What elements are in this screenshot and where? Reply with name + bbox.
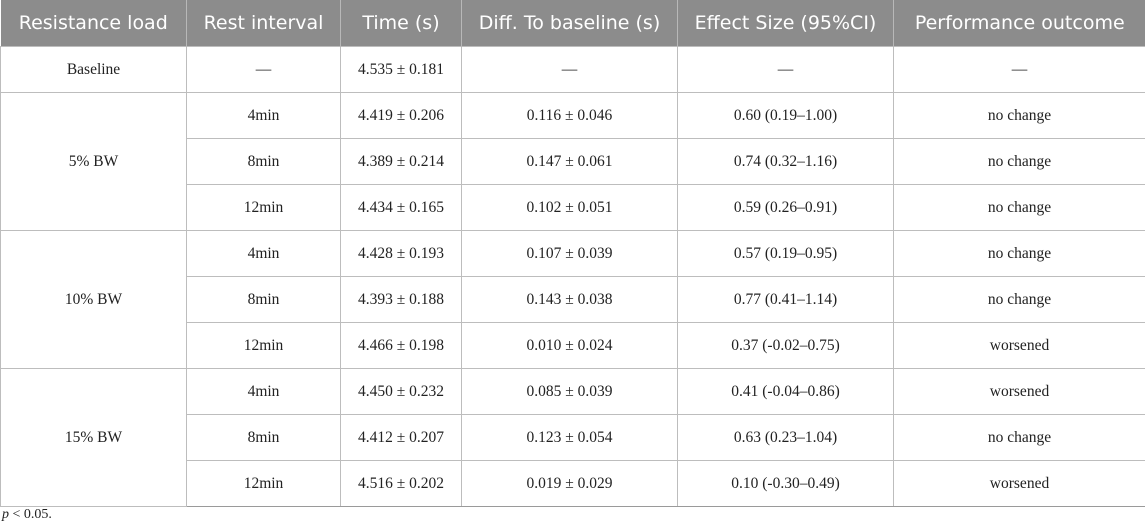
cell-diff: 0.085 ± 0.039: [461, 368, 678, 415]
header-resistance-load: Resistance load: [0, 0, 187, 47]
table-row: 8min 4.389 ± 0.214 0.147 ± 0.061 0.74 (0…: [1, 138, 1145, 185]
cell-diff: 0.147 ± 0.061: [461, 138, 678, 185]
cell-outcome: no change: [893, 184, 1145, 231]
cell-outcome: no change: [893, 230, 1145, 277]
cell-time: 4.535 ± 0.181: [340, 46, 462, 93]
cell-diff: —: [461, 46, 678, 93]
table-row: 12min 4.434 ± 0.165 0.102 ± 0.051 0.59 (…: [1, 184, 1145, 231]
cell-time: 4.428 ± 0.193: [340, 230, 462, 277]
cell-effect: 0.60 (0.19–1.00): [677, 92, 894, 139]
cell-time: 4.516 ± 0.202: [340, 460, 462, 507]
cell-interval: 4min: [186, 92, 341, 139]
cell-diff: 0.107 ± 0.039: [461, 230, 678, 277]
cell-outcome: worsened: [893, 460, 1145, 507]
cell-outcome: worsened: [893, 368, 1145, 415]
cell-diff: 0.143 ± 0.038: [461, 276, 678, 323]
header-diff-to-baseline: Diff. To baseline (s): [461, 0, 678, 47]
cell-load-group: 5% BW: [0, 92, 187, 231]
cell-interval: 4min: [186, 230, 341, 277]
header-effect-size: Effect Size (95%CI): [677, 0, 894, 47]
cell-time: 4.419 ± 0.206: [340, 92, 462, 139]
cell-outcome: no change: [893, 414, 1145, 461]
cell-interval: 8min: [186, 138, 341, 185]
cell-load: Baseline: [0, 46, 187, 93]
table-row: 15% BW 4min 4.450 ± 0.232 0.085 ± 0.039 …: [0, 368, 1145, 507]
cell-effect: 0.41 (-0.04–0.86): [677, 368, 894, 415]
cell-diff: 0.010 ± 0.024: [461, 322, 678, 369]
cell-outcome: —: [893, 46, 1145, 93]
cell-effect: 0.57 (0.19–0.95): [677, 230, 894, 277]
cell-outcome: worsened: [893, 322, 1145, 369]
table-row: 12min 4.516 ± 0.202 0.019 ± 0.029 0.10 (…: [1, 460, 1145, 507]
cell-interval: —: [186, 46, 341, 93]
cell-diff: 0.123 ± 0.054: [461, 414, 678, 461]
header-time: Time (s): [340, 0, 462, 47]
table-row: 10% BW 4min 4.428 ± 0.193 0.107 ± 0.039 …: [0, 230, 1145, 369]
cell-time: 4.393 ± 0.188: [340, 276, 462, 323]
cell-interval: 8min: [186, 414, 341, 461]
cell-effect: 0.10 (-0.30–0.49): [677, 460, 894, 507]
results-table: Resistance load Rest interval Time (s) D…: [0, 0, 1145, 507]
cell-effect: 0.37 (-0.02–0.75): [677, 322, 894, 369]
cell-time: 4.389 ± 0.214: [340, 138, 462, 185]
table-row: 12min 4.466 ± 0.198 0.010 ± 0.024 0.37 (…: [1, 322, 1145, 369]
cell-diff: 0.019 ± 0.029: [461, 460, 678, 507]
cell-outcome: no change: [893, 138, 1145, 185]
cell-time: 4.466 ± 0.198: [340, 322, 462, 369]
cell-outcome: no change: [893, 92, 1145, 139]
table-row-baseline: Baseline — 4.535 ± 0.181 — — —: [0, 46, 1145, 93]
cell-load-group: 10% BW: [0, 230, 187, 369]
cell-load-group: 15% BW: [0, 368, 187, 507]
header-rest-interval: Rest interval: [186, 0, 341, 47]
cell-diff: 0.102 ± 0.051: [461, 184, 678, 231]
header-row: Resistance load Rest interval Time (s) D…: [0, 0, 1145, 47]
cell-effect: 0.59 (0.26–0.91): [677, 184, 894, 231]
table-row: 8min 4.393 ± 0.188 0.143 ± 0.038 0.77 (0…: [1, 276, 1145, 323]
cell-interval: 12min: [186, 460, 341, 507]
cell-time: 4.450 ± 0.232: [340, 368, 462, 415]
table-body: Baseline — 4.535 ± 0.181 — — — 5% BW 4mi…: [0, 46, 1145, 507]
footnote-text: < 0.05.: [9, 507, 52, 522]
cell-interval: 12min: [186, 322, 341, 369]
cell-diff: 0.116 ± 0.046: [461, 92, 678, 139]
cell-outcome: no change: [893, 276, 1145, 323]
cell-effect: 0.74 (0.32–1.16): [677, 138, 894, 185]
table-header: Resistance load Rest interval Time (s) D…: [0, 0, 1145, 47]
cell-time: 4.434 ± 0.165: [340, 184, 462, 231]
header-performance-outcome: Performance outcome: [893, 0, 1145, 47]
cell-interval: 12min: [186, 184, 341, 231]
footnote-symbol: p: [2, 507, 9, 522]
table-row: 8min 4.412 ± 0.207 0.123 ± 0.054 0.63 (0…: [1, 414, 1145, 461]
cell-interval: 4min: [186, 368, 341, 415]
cell-effect: 0.63 (0.23–1.04): [677, 414, 894, 461]
cell-effect: —: [677, 46, 894, 93]
cell-time: 4.412 ± 0.207: [340, 414, 462, 461]
cell-effect: 0.77 (0.41–1.14): [677, 276, 894, 323]
cell-interval: 8min: [186, 276, 341, 323]
table-footnote: p < 0.05.: [2, 507, 52, 523]
table-row: 5% BW 4min 4.419 ± 0.206 0.116 ± 0.046 0…: [0, 92, 1145, 231]
